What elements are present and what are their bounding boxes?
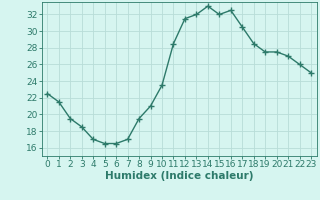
X-axis label: Humidex (Indice chaleur): Humidex (Indice chaleur) (105, 171, 253, 181)
